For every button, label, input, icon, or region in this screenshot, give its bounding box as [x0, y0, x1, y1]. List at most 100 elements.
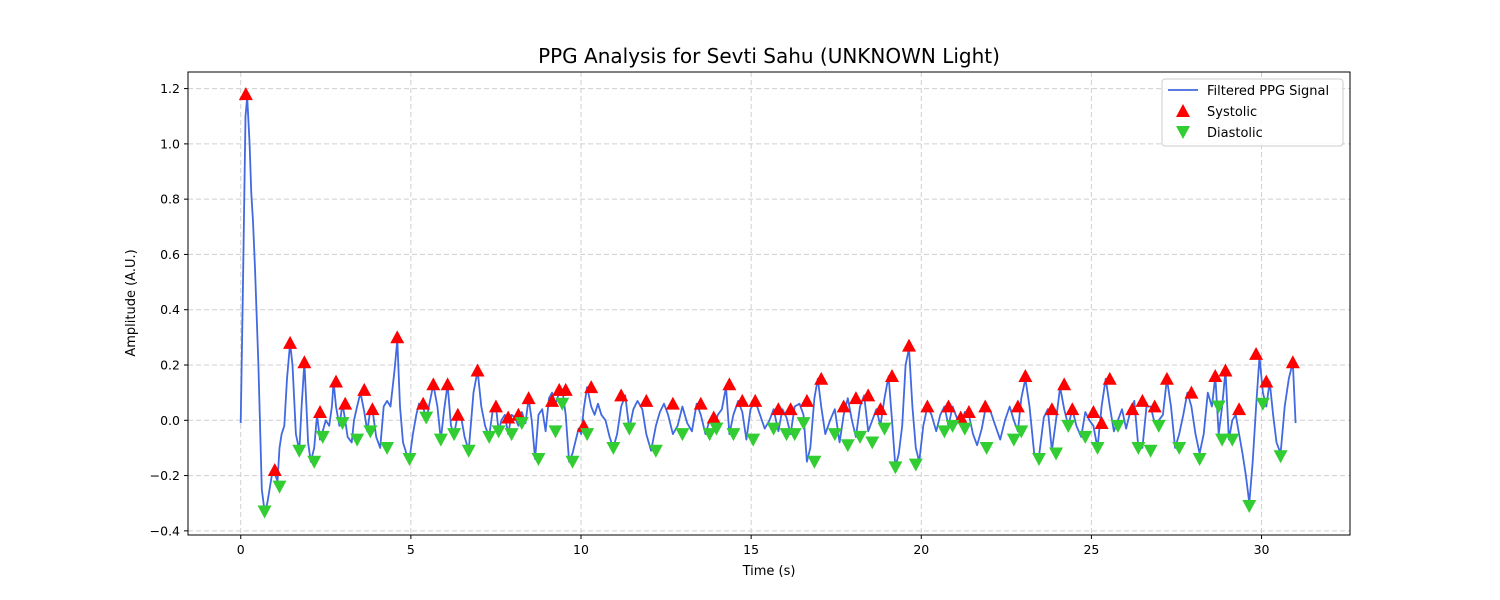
diastolic-point [1131, 441, 1146, 455]
diastolic-point [622, 422, 637, 436]
systolic-point [450, 407, 465, 421]
diastolic-point [1110, 419, 1125, 433]
systolic-point [426, 377, 441, 391]
diastolic-point [853, 430, 868, 444]
x-tick-label: 30 [1254, 542, 1270, 557]
diastolic-point [702, 428, 717, 442]
systolic-point [771, 402, 786, 416]
diastolic-point [1090, 441, 1105, 455]
diastolic-point [531, 453, 546, 466]
diastolic-point [548, 425, 563, 439]
systolic-point [1057, 377, 1072, 391]
systolic-point [1044, 402, 1059, 416]
diastolic-point [1273, 450, 1288, 464]
systolic-point [799, 393, 814, 407]
diastolic-point [937, 425, 952, 439]
plot-frame [187, 71, 1351, 536]
diastolic-point [766, 422, 781, 436]
diastolic-point [827, 428, 842, 442]
diastolic-point [957, 422, 972, 436]
systolic-point [1125, 402, 1140, 416]
systolic-point [1094, 416, 1109, 430]
diastolic-point [888, 461, 903, 475]
y-tick-label: −0.2 [150, 468, 180, 483]
chart-title: PPG Analysis for Sevti Sahu (UNKNOWN Lig… [538, 44, 1000, 68]
systolic-point [1249, 346, 1264, 360]
systolic-point [267, 463, 282, 476]
systolic-point [941, 399, 956, 413]
systolic-point [783, 402, 798, 416]
y-axis-label: Amplitude (A.U.) [124, 249, 139, 356]
systolic-point [365, 402, 380, 416]
diastolic-point [491, 425, 506, 439]
diastolic-point [1242, 500, 1257, 513]
diastolic-point [945, 419, 960, 433]
systolic-point [665, 396, 680, 410]
diastolic-point [433, 433, 448, 447]
systolic-point [1218, 363, 1233, 377]
systolic-point [357, 382, 372, 396]
systolic-point [1102, 371, 1117, 385]
diastolic-point [555, 397, 570, 411]
diastolic-point [514, 417, 529, 431]
systolic-point [297, 355, 312, 369]
systolic-point [1018, 369, 1033, 383]
systolic-point [706, 410, 721, 424]
diastolic-point [840, 439, 855, 453]
diastolic-point [580, 428, 595, 442]
systolic-point [416, 396, 431, 410]
x-tick-label: 25 [1083, 542, 1099, 557]
y-tick-label: −0.4 [150, 523, 180, 538]
systolic-point [584, 380, 599, 394]
legend-label-signal: Filtered PPG Signal [1207, 84, 1329, 99]
systolic-point [814, 371, 829, 385]
x-axis-label: Time (s) [742, 564, 796, 579]
systolic-point [885, 369, 900, 383]
diastolic-point [1049, 447, 1064, 461]
systolic-point [836, 399, 851, 413]
diastolic-point [335, 417, 350, 431]
diastolic-point [796, 417, 811, 431]
systolic-point [722, 377, 737, 391]
diastolic-point [1061, 419, 1076, 433]
diastolic-point [307, 455, 322, 469]
diastolic-point [565, 455, 580, 469]
diastolic-point [726, 428, 741, 442]
systolic-point [238, 87, 253, 101]
axis-ticks: 0 5 10 15 20 25 30 −0.4 −0.2 0.0 0.2 0.4 0.6 0.8 1.0 1.… [150, 81, 1270, 557]
systolic-point [1159, 371, 1174, 385]
systolic-point [545, 393, 560, 407]
diastolic-point [1215, 433, 1230, 447]
diastolic-point [1006, 433, 1021, 447]
diastolic-point [447, 428, 462, 442]
diastolic-point [979, 441, 994, 455]
systolic-point [920, 399, 935, 413]
systolic-point [1259, 374, 1274, 388]
diastolic-point [363, 425, 378, 439]
systolic-point [1147, 399, 1162, 413]
y-tick-label: 0.8 [160, 192, 180, 207]
systolic-point [329, 374, 344, 388]
systolic-point [639, 393, 654, 407]
diastolic-point [292, 444, 307, 458]
y-tick-label: 0.0 [160, 413, 180, 428]
diastolic-point [1031, 453, 1046, 466]
diastolic-point [1143, 444, 1158, 458]
diastolic-point [1225, 433, 1240, 447]
systolic-point [693, 396, 708, 410]
systolic-point [1086, 404, 1101, 418]
systolic-point [390, 330, 405, 344]
x-tick-label: 5 [407, 542, 415, 557]
systolic-point [1232, 402, 1247, 416]
systolic-point [902, 338, 917, 352]
systolic-point [978, 399, 993, 413]
diastolic-point [461, 444, 476, 458]
legend: Filtered PPG Signal Systolic Diastolic [1161, 78, 1344, 147]
systolic-point [440, 377, 455, 391]
systolic-point [873, 402, 888, 416]
diastolic-point [1014, 425, 1029, 439]
systolic-point [1010, 399, 1025, 413]
y-tick-label: 0.4 [160, 302, 180, 317]
diastolic-point [1172, 441, 1187, 455]
systolic-point [521, 391, 536, 405]
